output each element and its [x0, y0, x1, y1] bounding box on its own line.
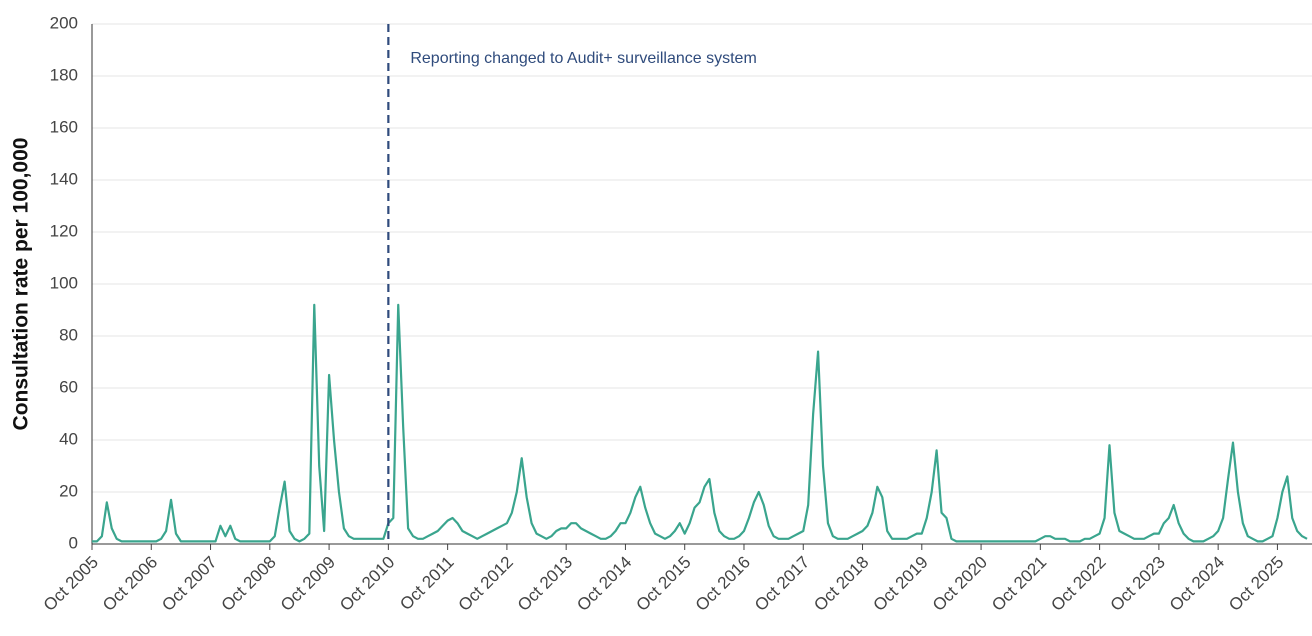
x-tick-label: Oct 2007 — [158, 553, 220, 615]
x-tick-label: Oct 2012 — [455, 553, 517, 615]
y-tick-label: 200 — [50, 13, 78, 32]
x-tick-label: Oct 2022 — [1047, 553, 1109, 615]
x-tick-label: Oct 2005 — [40, 553, 102, 615]
x-tick-label: Oct 2019 — [870, 553, 932, 615]
x-tick-label: Oct 2018 — [810, 553, 872, 615]
x-tick-label: Oct 2021 — [988, 553, 1050, 615]
y-tick-label: 100 — [50, 273, 78, 292]
y-tick-label: 0 — [69, 533, 78, 552]
y-tick-label: 40 — [59, 429, 78, 448]
x-tick-label: Oct 2017 — [751, 553, 813, 615]
x-tick-label: Oct 2013 — [514, 553, 576, 615]
y-axis-label: Consultation rate per 100,000 — [10, 138, 33, 431]
y-tick-label: 160 — [50, 117, 78, 136]
x-tick-label: Oct 2006 — [99, 553, 161, 615]
y-tick-label: 60 — [59, 377, 78, 396]
x-tick-label: Oct 2011 — [396, 553, 457, 614]
annotation-text: Reporting changed to Audit+ surveillance… — [410, 50, 756, 67]
x-tick-label: Oct 2014 — [573, 553, 635, 615]
series-line — [92, 303, 1308, 543]
x-tick-label: Oct 2010 — [336, 553, 398, 615]
x-tick-label: Oct 2023 — [1107, 553, 1169, 615]
y-tick-label: 140 — [50, 169, 78, 188]
x-tick-label: Oct 2009 — [277, 553, 339, 615]
y-tick-label: 20 — [59, 481, 78, 500]
y-tick-label: 180 — [50, 65, 78, 84]
x-tick-label: Oct 2025 — [1225, 553, 1287, 615]
x-tick-label: Oct 2015 — [632, 553, 694, 615]
x-tick-label: Oct 2020 — [929, 553, 991, 615]
x-tick-label: Oct 2016 — [692, 553, 754, 615]
x-tick-label: Oct 2024 — [1166, 553, 1228, 615]
x-tick-label: Oct 2008 — [218, 553, 280, 615]
y-tick-label: 120 — [50, 221, 78, 240]
y-tick-label: 80 — [59, 325, 78, 344]
